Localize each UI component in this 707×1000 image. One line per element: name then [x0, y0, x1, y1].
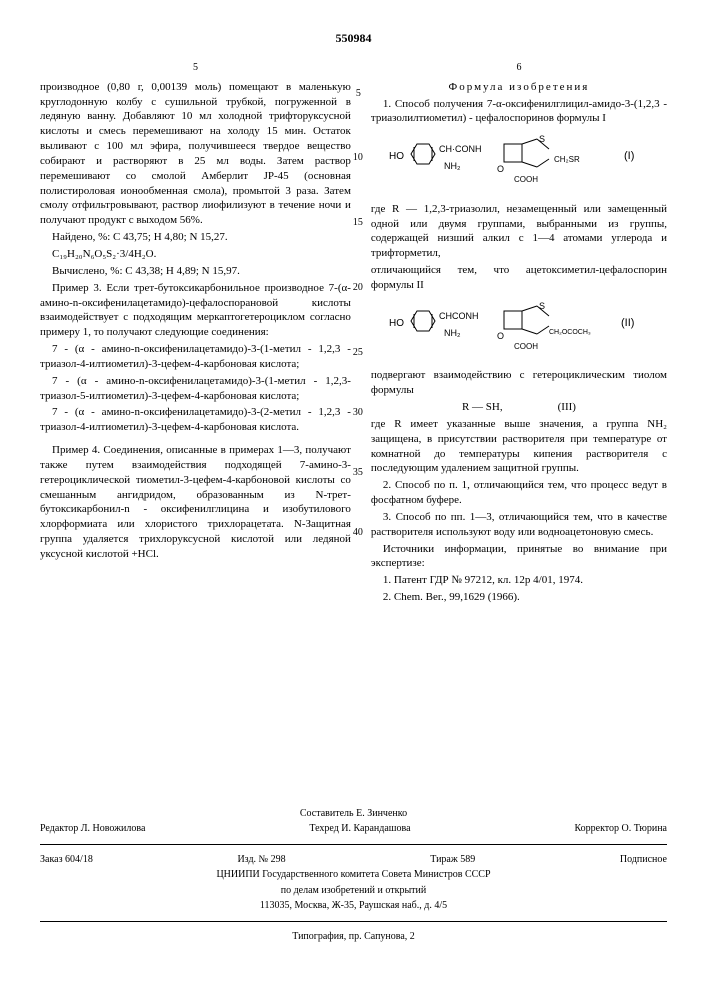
right-p7: 3. Способ по пп. 1—3, отличающийся тем, …: [371, 510, 667, 540]
line-num-40: 40: [353, 526, 363, 540]
formula-2-svg: HO CHCONH NH₂ O S COOH CH₂OCOCH₃ (II): [389, 301, 649, 356]
footer-issue: Изд. № 298: [237, 853, 285, 867]
line-num-20: 20: [353, 281, 363, 295]
f1-s: S: [539, 134, 545, 144]
f1-lactam: [504, 144, 522, 162]
f1-o: O: [497, 164, 504, 174]
f1-nh2: NH₂: [444, 161, 461, 171]
col-header-right: 6: [371, 61, 667, 75]
f1-r2: [522, 162, 537, 167]
footer-tirage: Тираж 589: [430, 853, 475, 867]
right-p8: Источники информации, принятые во вниман…: [371, 542, 667, 572]
formula-1-svg: HO CH·CONH NH₂ O S COOH CH₂SR (I): [389, 134, 649, 189]
f1-ch2sr: CH₂SR: [554, 155, 580, 164]
claims-title: Формула изобретения: [371, 80, 667, 95]
f1-cooh: COOH: [514, 175, 538, 184]
right-p5: где R имеет указанные выше значения, а г…: [371, 417, 667, 476]
line-num-25: 25: [353, 346, 363, 360]
left-p5: Пример 3. Если трет-бутоксикарбонильное …: [40, 281, 351, 340]
left-p6: 7 - (α - амино-n-оксифенилацетамидо)-3-(…: [40, 342, 351, 372]
f1-ch: CH·CONH: [439, 144, 482, 154]
left-p7: 7 - (α - амино-n-оксифенилацетамидо)-3-(…: [40, 374, 351, 404]
left-p8: 7 - (α - амино-n-оксифенилацетамидо)-3-(…: [40, 405, 351, 435]
footer-addr1: 113035, Москва, Ж-35, Раушская наб., д. …: [40, 899, 667, 913]
f1-label: (I): [624, 150, 634, 162]
footer: Составитель Е. Зинченко Редактор Л. Ново…: [40, 807, 667, 944]
f2-r2: [522, 329, 537, 334]
right-p3: отличающийся тем, что ацетоксиметил-цефа…: [371, 263, 667, 293]
left-p9: Пример 4. Соединения, описанные в пример…: [40, 443, 351, 562]
footer-tech: Техред И. Карандашова: [309, 822, 410, 836]
footer-order: Заказ 604/18: [40, 853, 93, 867]
line-num-30: 30: [353, 406, 363, 420]
left-p2: Найдено, %: C 43,75; H 4,80; N 15,27.: [40, 230, 351, 245]
footer-row1: Редактор Л. Новожилова Техред И. Каранда…: [40, 822, 667, 836]
line-num-15: 15: [353, 216, 363, 230]
right-column: 5 10 15 20 25 30 35 40 6 Формула изобрет…: [371, 61, 667, 607]
right-p2: где R — 1,2,3-триазолил, незамещенный ил…: [371, 202, 667, 261]
f1-ho: HO: [389, 151, 404, 162]
f2-cooh: COOH: [514, 342, 538, 351]
right-p9: 1. Патент ГДР № 97212, кл. 12p 4/01, 197…: [371, 573, 667, 588]
col-header-left: 5: [40, 61, 351, 75]
right-p6: 2. Способ по п. 1, отличающийся тем, что…: [371, 478, 667, 508]
formula-2: HO CHCONH NH₂ O S COOH CH₂OCOCH₃ (II): [371, 301, 667, 361]
left-column: 5 производное (0,80 г, 0,00139 моль) пом…: [40, 61, 351, 607]
f1-r4: [537, 159, 549, 167]
footer-addr2: Типография, пр. Сапунова, 2: [40, 930, 667, 944]
f2-ch2ococh3: CH₂OCOCH₃: [549, 329, 591, 336]
footer-row2: Заказ 604/18 Изд. № 298 Тираж 589 Подпис…: [40, 853, 667, 867]
left-p3: C₁₉H₂₀N₆O₅S₂·3/4H₂O.: [40, 247, 351, 262]
line-num-5: 5: [356, 87, 361, 101]
footer-divider-1: [40, 844, 667, 845]
footer-org2: по делам изобретений и открытий: [40, 884, 667, 898]
f1-benzene: [411, 144, 435, 164]
right-p4: подвергают взаимодействию с гетероциклич…: [371, 368, 667, 398]
footer-compiler: Составитель Е. Зинченко: [40, 807, 667, 821]
footer-corrector: Корректор О. Тюрина: [574, 822, 667, 836]
line-num-35: 35: [353, 466, 363, 480]
line-num-10: 10: [353, 151, 363, 165]
f1-r1: [522, 139, 537, 144]
f2-s: S: [539, 301, 545, 311]
f2-nh2: NH₂: [444, 328, 461, 338]
f2-lactam: [504, 311, 522, 329]
footer-editor: Редактор Л. Новожилова: [40, 822, 145, 836]
footer-org1: ЦНИИПИ Государственного комитета Совета …: [40, 868, 667, 882]
footer-divider-2: [40, 921, 667, 922]
formula-3: R — SH, (III): [371, 400, 667, 415]
right-p1: 1. Способ получения 7-α-оксифенилглицил-…: [371, 97, 667, 127]
footer-subscription: Подписное: [620, 853, 667, 867]
f2-ho: HO: [389, 318, 404, 329]
f2-benzene: [411, 311, 435, 331]
left-p1: производное (0,80 г, 0,00139 моль) помещ…: [40, 80, 351, 228]
f2-ch: CHCONH: [439, 311, 479, 321]
f2-label: (II): [621, 317, 634, 329]
two-column-layout: 5 производное (0,80 г, 0,00139 моль) пом…: [40, 61, 667, 607]
left-p4: Вычислено, %: C 43,38; H 4,89; N 15,97.: [40, 264, 351, 279]
f2-o: O: [497, 331, 504, 341]
page-number: 550984: [40, 30, 667, 46]
f2-r4: [537, 326, 549, 334]
f2-r1: [522, 306, 537, 311]
formula-1: HO CH·CONH NH₂ O S COOH CH₂SR (I): [371, 134, 667, 194]
right-p10: 2. Chem. Ber., 99,1629 (1966).: [371, 590, 667, 605]
